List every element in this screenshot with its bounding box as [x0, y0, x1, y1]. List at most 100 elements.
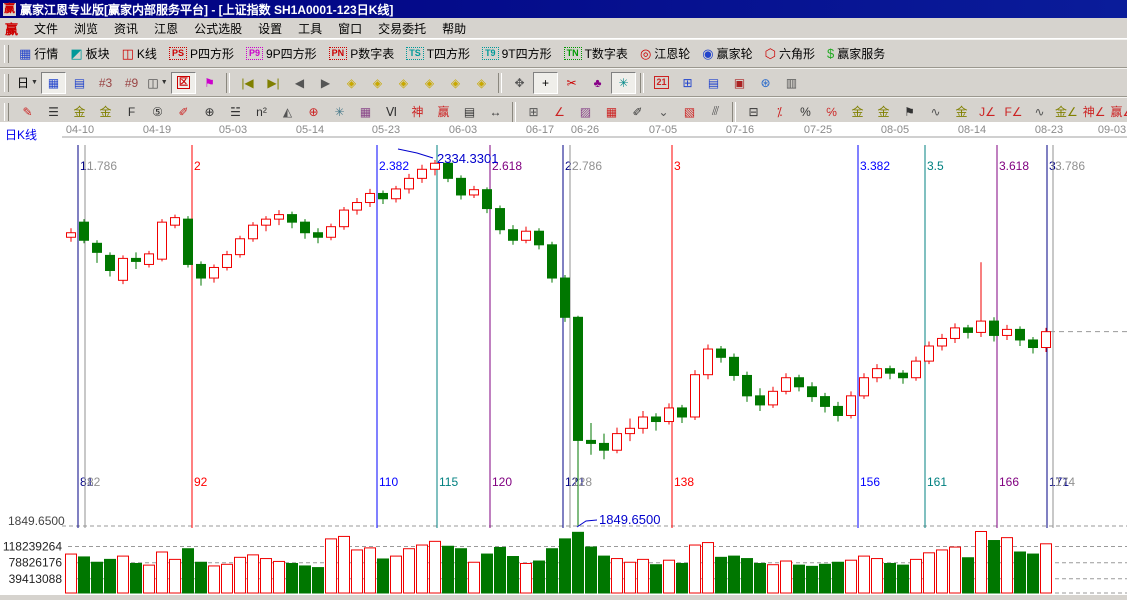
calculator-button[interactable]: ⊞: [675, 72, 700, 94]
v-wave-tool-button[interactable]: ⌄: [651, 101, 676, 123]
fib-time-tool-button[interactable]: F: [119, 101, 144, 123]
f-angle-tool-button[interactable]: F∠: [1001, 101, 1026, 123]
measure-scissors-button[interactable]: ✂: [559, 72, 584, 94]
period-day-selector-button[interactable]: 日 ▼: [15, 72, 40, 94]
knife-pen-tool-button[interactable]: ✎: [15, 101, 40, 123]
menu-item-设置[interactable]: 设置: [258, 21, 283, 36]
k-mark-tool-button[interactable]: Ⅵ: [379, 101, 404, 123]
sectors-button[interactable]: ◩ 板块: [65, 43, 114, 64]
diamond-grid-button[interactable]: ◈: [469, 72, 494, 94]
menu-item-文件[interactable]: 文件: [34, 21, 59, 36]
time-grid-tool-button[interactable]: ☰: [41, 101, 66, 123]
next-bar-button[interactable]: ▶: [313, 72, 338, 94]
matrix-tool-button[interactable]: ▧: [677, 101, 702, 123]
percent-lines-tool-button[interactable]: ℅: [819, 101, 844, 123]
gold-time-tool-2-button[interactable]: 金: [93, 101, 118, 123]
candle-body: [859, 377, 869, 397]
kline-button[interactable]: ◫ K线: [117, 43, 162, 64]
info-document-button[interactable]: ▤: [67, 72, 92, 94]
menu-item-窗口[interactable]: 窗口: [338, 21, 363, 36]
t-square-button[interactable]: TS T四方形: [401, 43, 475, 64]
candle-style-button[interactable]: ◫ ▼: [145, 72, 170, 94]
square-web-tool-button[interactable]: ▦: [353, 101, 378, 123]
notepad-button[interactable]: ▤: [701, 72, 726, 94]
t9-square-button[interactable]: T9 9T四方形: [477, 43, 557, 64]
trend-pen-tool-button[interactable]: ✐: [625, 101, 650, 123]
gold-circle-tool-button[interactable]: 金: [845, 101, 870, 123]
last-page-button[interactable]: ▶|: [261, 72, 286, 94]
shen-angle-tool-button[interactable]: 神∠: [1081, 101, 1108, 123]
bar-count-tool-button[interactable]: ☱: [223, 101, 248, 123]
chart-area[interactable]: 日K线 04-10 04-19 05-03 05-14 05-23 06-03 06-17 0…: [0, 122, 1127, 595]
structure-tree-button[interactable]: ♣: [585, 72, 610, 94]
t-number-table-button[interactable]: TN T数字表: [559, 43, 633, 64]
period-day-selector-dropdown-arrow[interactable]: ▼: [31, 79, 38, 86]
gold-red-tool-button[interactable]: 金: [949, 101, 974, 123]
save-disk-button[interactable]: ▣: [727, 72, 752, 94]
gann-target-tool-button[interactable]: ⊕: [301, 101, 326, 123]
angle-pen-tool-button[interactable]: ✐: [171, 101, 196, 123]
spiral-web-tool-button[interactable]: ✳: [327, 101, 352, 123]
candle-style-dropdown-arrow[interactable]: ▼: [160, 79, 168, 86]
first-page-button[interactable]: |◀: [235, 72, 260, 94]
network-button[interactable]: ⊛: [753, 72, 778, 94]
diamond-compress-button[interactable]: ◈: [417, 72, 442, 94]
printer-button[interactable]: ▥: [779, 72, 804, 94]
menu-item-浏览[interactable]: 浏览: [74, 21, 99, 36]
n2-tool-button[interactable]: n²: [249, 101, 274, 123]
fan-lines-tool-button[interactable]: ∠: [547, 101, 572, 123]
red-grid-tool-button[interactable]: ▦: [599, 101, 624, 123]
parallel-lines-tool-button[interactable]: ⫻: [703, 101, 728, 123]
wave-band-tool-button[interactable]: ∿: [923, 101, 948, 123]
diamond-expand-button[interactable]: ◈: [391, 72, 416, 94]
cycle5-tool-button[interactable]: ⑤: [145, 101, 170, 123]
calendar-21-button[interactable]: 21: [649, 72, 674, 94]
pan-hand-button[interactable]: ✥: [507, 72, 532, 94]
p-square-button[interactable]: PS P四方形: [164, 43, 239, 64]
j-angle-tool-button[interactable]: J∠: [975, 101, 1000, 123]
width-adjust-tool-button[interactable]: ↔: [483, 101, 508, 123]
percent-tool-button[interactable]: %: [793, 101, 818, 123]
prev-bar-button[interactable]: ◀: [287, 72, 312, 94]
diamond-star-button[interactable]: ◈: [443, 72, 468, 94]
measure-flag-tool-button[interactable]: ⚑: [897, 101, 922, 123]
quotes-button[interactable]: ▦ 行情: [14, 43, 63, 64]
p-number-table-button[interactable]: PN P数字表: [324, 43, 400, 64]
diamond-left-button[interactable]: ◈: [339, 72, 364, 94]
indicator-flag-button[interactable]: ⚑: [197, 72, 222, 94]
candle-body: [287, 214, 297, 223]
window-box-tool-button[interactable]: ⊞: [521, 101, 546, 123]
gold-time-tool-1-button[interactable]: 金: [67, 101, 92, 123]
gold-lines-tool-button[interactable]: 金: [871, 101, 896, 123]
protractor-tool-button[interactable]: ◭: [275, 101, 300, 123]
menu-item-公式选股[interactable]: 公式选股: [194, 21, 243, 36]
wave2-tool-button[interactable]: ∿: [1027, 101, 1052, 123]
winner-service-button[interactable]: $ 赢家服务: [822, 43, 890, 64]
winner-wheel-button[interactable]: ◉ 赢家轮: [697, 43, 757, 64]
minutes-9-chart-button[interactable]: #9: [119, 72, 144, 94]
shen-grid-tool-button[interactable]: 神: [405, 101, 430, 123]
fan-box-tool-button[interactable]: ▨: [573, 101, 598, 123]
percent-slash-tool-button[interactable]: ⁒: [767, 101, 792, 123]
menu-item-江恩[interactable]: 江恩: [154, 21, 179, 36]
gold-angle-tool-button[interactable]: 金∠: [1053, 101, 1080, 123]
menu-item-帮助[interactable]: 帮助: [442, 21, 467, 36]
menu-item-交易委托[interactable]: 交易委托: [378, 21, 427, 36]
price-grid-tool-button[interactable]: ▤: [457, 101, 482, 123]
crosshair-button[interactable]: +: [533, 71, 558, 94]
win-angle-tool-button[interactable]: 赢∠: [1109, 101, 1127, 123]
window-layout-button[interactable]: ▦: [41, 71, 66, 94]
smart-web-button[interactable]: ✳: [611, 71, 636, 94]
kline-chart[interactable]: 04-10 04-19 05-03 05-14 05-23 06-03 06-17 06-26…: [0, 122, 1127, 595]
volume-percent-tool-button[interactable]: ⊟: [741, 101, 766, 123]
diamond-right-button[interactable]: ◈: [365, 72, 390, 94]
menu-item-工具[interactable]: 工具: [298, 21, 323, 36]
hexagon-button[interactable]: ⬡ 六角形: [760, 43, 820, 64]
win-grid-tool-button[interactable]: 赢: [431, 101, 456, 123]
price-restoration-button[interactable]: 区: [171, 71, 196, 94]
minutes-3-chart-button[interactable]: #3: [93, 72, 118, 94]
gann-wheel-button[interactable]: ◎ 江恩轮: [635, 43, 695, 64]
menu-item-资讯[interactable]: 资讯: [114, 21, 139, 36]
circle-time-tool-button[interactable]: ⊕: [197, 101, 222, 123]
p9-square-button[interactable]: P9 9P四方形: [241, 43, 322, 64]
